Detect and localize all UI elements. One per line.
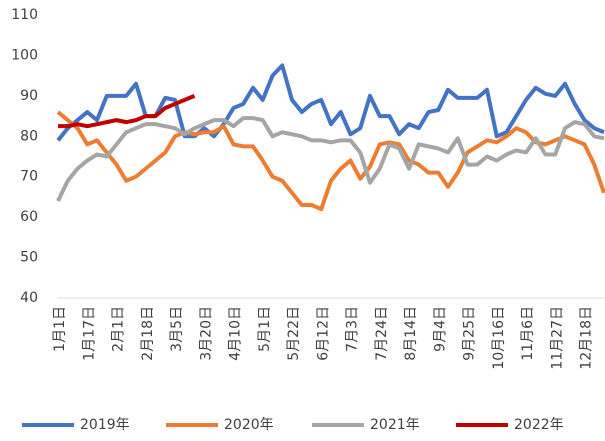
y-tick-label: 50 <box>20 250 38 266</box>
x-tick-label: 4月10日 <box>228 306 244 361</box>
y-tick-label: 70 <box>20 169 38 185</box>
x-tick-label: 3月20日 <box>198 306 214 361</box>
x-tick-label: 9月4日 <box>432 306 448 352</box>
y-tick-label: 40 <box>20 290 38 306</box>
series-line <box>56 116 605 202</box>
x-tick-label: 3月5日 <box>169 306 185 352</box>
series-line <box>56 110 605 212</box>
legend-label: 2021年 <box>370 417 420 433</box>
x-tick-label: 10月16日 <box>491 306 507 370</box>
x-tick-label: 7月24日 <box>374 306 390 361</box>
x-tick-label: 1月1日 <box>52 306 68 352</box>
x-tick-label: 8月14日 <box>403 306 419 361</box>
y-tick-label: 60 <box>20 209 38 225</box>
x-tick-label: 2月18日 <box>140 306 156 361</box>
y-tick-label: 80 <box>20 128 38 144</box>
x-tick-label: 2月1日 <box>111 306 127 352</box>
x-tick-label: 12月18日 <box>579 306 595 370</box>
legend-label: 2022年 <box>514 417 564 433</box>
legend-label: 2020年 <box>224 417 274 433</box>
x-tick-label: 5月1日 <box>257 306 273 352</box>
x-tick-label: 6月12日 <box>315 306 331 361</box>
x-tick-label: 9月25日 <box>462 306 478 361</box>
x-tick-label: 1月17日 <box>81 306 97 361</box>
x-tick-label: 11月27日 <box>549 306 565 370</box>
y-tick-label: 100 <box>11 47 38 63</box>
x-tick-label: 7月3日 <box>345 306 361 352</box>
x-tick-label: 11月6日 <box>520 306 536 361</box>
series-line <box>58 94 196 129</box>
x-tick-label: 5月22日 <box>286 306 302 361</box>
y-tick-label: 90 <box>20 88 38 104</box>
legend-label: 2019年 <box>80 417 130 433</box>
y-tick-label: 110 <box>11 7 38 23</box>
